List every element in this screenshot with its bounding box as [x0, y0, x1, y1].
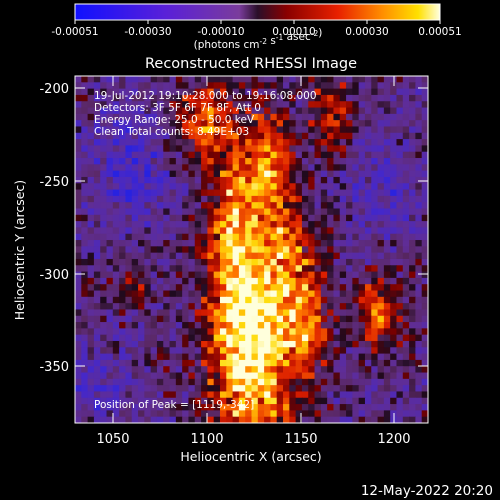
image-title: Reconstructed RHESSI Image — [145, 56, 357, 72]
heatmap-image — [75, 76, 428, 423]
colorbar-tick-label: -0.00010 — [197, 26, 244, 38]
y-tick-label: -250 — [39, 175, 69, 190]
colorbar-tick-label: 0.00010 — [272, 26, 315, 38]
y-tick-labels: -200 -250 -300 -350 — [39, 82, 69, 375]
info-time-range: 19-Jul-2012 19:10:28.000 to 19:16:08.000 — [94, 90, 317, 102]
plot-area — [74, 75, 429, 424]
x-tick-label: 1150 — [284, 432, 317, 447]
colorbar-tick-label: -0.00030 — [124, 26, 171, 38]
x-tick-labels: 1050 1100 1150 1200 — [96, 432, 410, 447]
axis-ticks — [75, 76, 428, 423]
y-tick-label: -300 — [39, 268, 69, 283]
x-tick-label: 1200 — [377, 432, 410, 447]
peak-position: Position of Peak = [1119,-342] — [94, 399, 254, 411]
x-axis-label: Heliocentric X (arcsec) — [180, 449, 321, 464]
colorbar-tick-label: 0.00051 — [418, 26, 461, 38]
info-overlay: 19-Jul-2012 19:10:28.000 to 19:16:08.000… — [94, 90, 317, 411]
info-detectors: Detectors: 3F 5F 6F 7F 8F, Att 0 — [94, 102, 261, 114]
y-axis-label: Heliocentric Y (arcsec) — [12, 180, 27, 320]
info-clean-counts: Clean Total counts: 8.49E+03 — [94, 126, 249, 138]
x-tick-label: 1100 — [190, 432, 223, 447]
y-tick-label: -350 — [39, 360, 69, 375]
footer-date: 12-May-2022 20:20 — [361, 483, 493, 499]
colorbar-units: (photons cm-2 s-1 asec-2) — [194, 27, 323, 51]
plot-frame — [74, 75, 429, 424]
x-tick-label: 1050 — [96, 432, 129, 447]
colorbar-ticks: -0.00051 -0.00030 -0.00010 0.00010 0.00030 0.… — [51, 20, 462, 38]
colorbar-tick-label: -0.00051 — [51, 26, 98, 38]
colorbar-gradient — [74, 3, 441, 21]
colorbar: -0.00051 -0.00030 -0.00010 0.00010 0.00030 0.… — [51, 3, 462, 51]
colorbar-tick-label: 0.00030 — [345, 26, 388, 38]
info-energy-range: Energy Range: 25.0 - 50.0 keV — [94, 114, 255, 126]
y-tick-label: -200 — [39, 82, 69, 97]
